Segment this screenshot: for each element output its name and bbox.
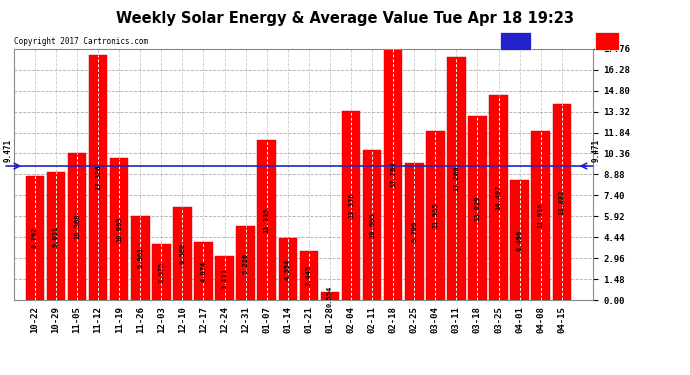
Bar [511, 180, 529, 300]
Text: 13.882: 13.882 [559, 189, 565, 214]
Bar [553, 104, 571, 300]
Text: 6.569: 6.569 [179, 243, 186, 264]
Bar [26, 176, 44, 300]
Text: 0.554: 0.554 [327, 285, 333, 307]
Bar [447, 57, 466, 300]
Text: 14.497: 14.497 [495, 185, 502, 210]
Bar [489, 95, 508, 300]
Text: 4.074: 4.074 [201, 261, 206, 282]
Bar [131, 216, 150, 300]
Text: 13.029: 13.029 [475, 195, 480, 220]
Text: 8.496: 8.496 [517, 229, 522, 251]
Bar [469, 116, 486, 300]
Text: Copyright 2017 Cartronics.com: Copyright 2017 Cartronics.com [14, 38, 148, 46]
Text: 3.975: 3.975 [158, 261, 164, 282]
Bar [173, 207, 192, 300]
Bar [194, 242, 213, 300]
Text: 13.376: 13.376 [348, 193, 354, 218]
Bar [89, 55, 108, 300]
Bar [405, 163, 424, 300]
Text: 9.471: 9.471 [591, 139, 600, 162]
Bar [152, 244, 170, 300]
Text: 10.368: 10.368 [74, 214, 80, 239]
Bar [426, 131, 444, 300]
Bar [500, 32, 531, 50]
Bar [110, 158, 128, 300]
Bar [299, 251, 318, 300]
Text: 10.069: 10.069 [116, 216, 122, 242]
Text: 10.605: 10.605 [369, 212, 375, 238]
Bar [595, 32, 618, 50]
Bar [531, 131, 550, 300]
Text: 5.210: 5.210 [243, 252, 248, 274]
Text: 9.031: 9.031 [53, 225, 59, 247]
Text: Weekly Solar Energy & Average Value Tue Apr 18 19:23: Weekly Solar Energy & Average Value Tue … [116, 11, 574, 26]
Bar [257, 140, 276, 300]
Text: 17.760: 17.760 [390, 162, 396, 187]
Bar [47, 172, 66, 300]
Text: 17.326: 17.326 [95, 165, 101, 190]
Text: 8.792: 8.792 [32, 227, 38, 248]
Bar [342, 111, 360, 300]
Text: 3.445: 3.445 [306, 265, 312, 286]
Text: 11.335: 11.335 [264, 207, 270, 232]
Bar [384, 49, 402, 300]
Text: 9.471: 9.471 [3, 139, 12, 162]
Text: Average  ($): Average ($) [535, 36, 591, 45]
Text: 9.700: 9.700 [411, 221, 417, 242]
Text: 3.111: 3.111 [221, 267, 228, 289]
Text: 4.354: 4.354 [285, 259, 290, 280]
Bar [215, 256, 234, 300]
Bar [321, 292, 339, 300]
Bar [363, 150, 382, 300]
Bar [237, 226, 255, 300]
Text: 5.961: 5.961 [137, 247, 144, 268]
Text: 11.965: 11.965 [433, 202, 438, 228]
Text: 17.206: 17.206 [453, 165, 460, 191]
Text: Daily  ($): Daily ($) [624, 36, 670, 45]
Bar [68, 153, 86, 300]
Bar [279, 238, 297, 300]
Text: 11.916: 11.916 [538, 203, 544, 228]
